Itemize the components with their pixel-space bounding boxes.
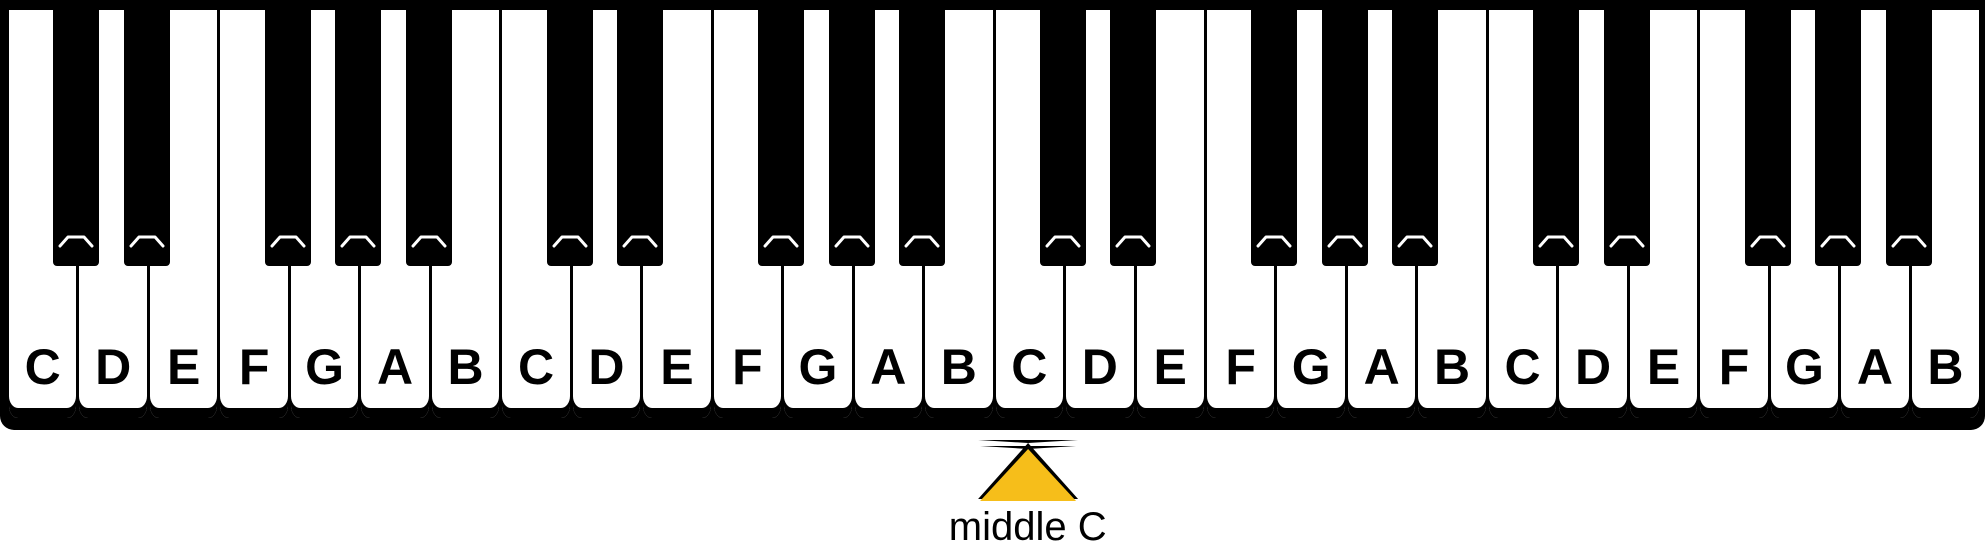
- black-key: [829, 6, 875, 266]
- black-key: [53, 6, 99, 266]
- marker-label: middle C: [949, 505, 1107, 550]
- white-key-label: C: [9, 338, 76, 396]
- white-key-label: F: [1700, 338, 1767, 396]
- white-key-label: B: [1912, 338, 1979, 396]
- white-key-label: D: [79, 338, 146, 396]
- white-key-label: A: [1348, 338, 1415, 396]
- black-key: [1745, 6, 1791, 266]
- white-key-label: F: [220, 338, 287, 396]
- black-key: [1815, 6, 1861, 266]
- white-key-label: C: [502, 338, 569, 396]
- white-key-label: G: [784, 338, 851, 396]
- white-key-label: E: [1137, 338, 1204, 396]
- white-key-label: B: [432, 338, 499, 396]
- white-key-label: A: [1841, 338, 1908, 396]
- white-key-label: B: [925, 338, 992, 396]
- white-key-label: A: [855, 338, 922, 396]
- white-key-label: D: [1066, 338, 1133, 396]
- black-key: [1251, 6, 1297, 266]
- black-key: [1392, 6, 1438, 266]
- black-key: [758, 6, 804, 266]
- white-key-label: G: [291, 338, 358, 396]
- black-key: [1533, 6, 1579, 266]
- piano-keyboard-diagram: CDEFGABCDEFGABCDEFGABCDEFGAB middle C: [0, 0, 1985, 546]
- white-key-label: E: [643, 338, 710, 396]
- white-key-label: D: [573, 338, 640, 396]
- white-keys-row: CDEFGABCDEFGABCDEFGABCDEFGAB: [6, 6, 1979, 418]
- black-key: [899, 6, 945, 266]
- white-key-label: B: [1418, 338, 1485, 396]
- middle-c-marker: middle C: [949, 440, 1107, 550]
- black-key: [335, 6, 381, 266]
- white-key-label: G: [1771, 338, 1838, 396]
- black-key: [1886, 6, 1932, 266]
- black-key: [1322, 6, 1368, 266]
- white-key-label: F: [1207, 338, 1274, 396]
- white-key-label: D: [1559, 338, 1626, 396]
- black-key: [547, 6, 593, 266]
- black-key: [124, 6, 170, 266]
- black-key: [1110, 6, 1156, 266]
- black-key: [406, 6, 452, 266]
- black-key: [617, 6, 663, 266]
- white-key-label: E: [1630, 338, 1697, 396]
- white-key-label: E: [150, 338, 217, 396]
- white-key-label: F: [714, 338, 781, 396]
- white-key-label: C: [1489, 338, 1556, 396]
- black-key: [265, 6, 311, 266]
- white-key-label: C: [996, 338, 1063, 396]
- black-key: [1604, 6, 1650, 266]
- marker-triangle-icon: [978, 440, 1078, 499]
- keyboard-frame: CDEFGABCDEFGABCDEFGABCDEFGAB: [0, 0, 1985, 430]
- black-key: [1040, 6, 1086, 266]
- white-key-label: G: [1277, 338, 1344, 396]
- white-key-label: A: [361, 338, 428, 396]
